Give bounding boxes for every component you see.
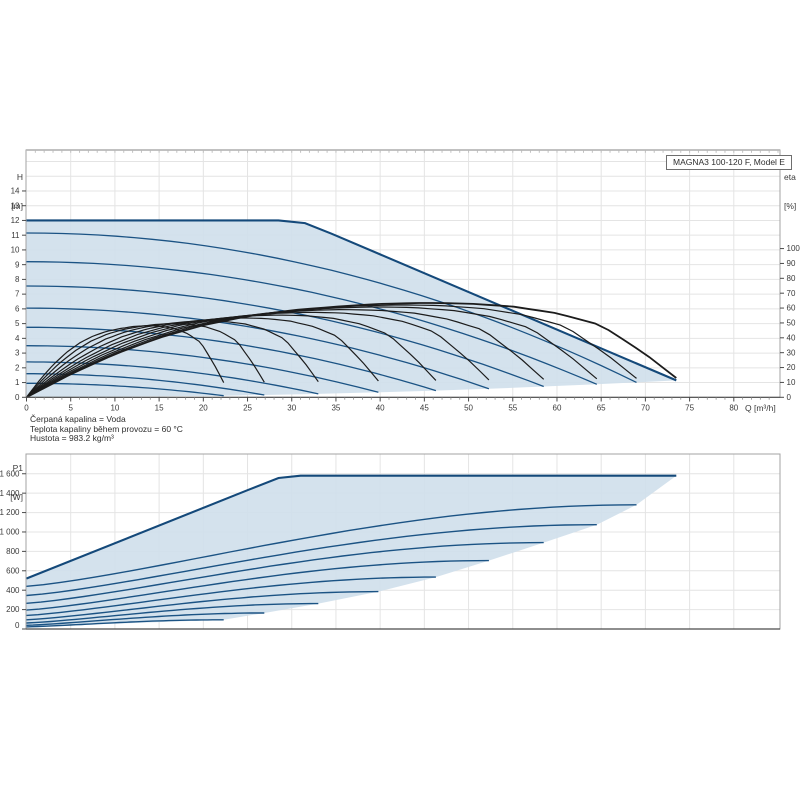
max-power-curve: [26, 474, 677, 580]
power-tick-label: 1 000: [0, 528, 20, 537]
head-tick-label: 10: [11, 246, 20, 255]
flow-tick-label: 25: [243, 404, 252, 413]
eta-tick-label: 50: [787, 319, 796, 328]
flow-tick-label: 30: [287, 404, 296, 413]
annotation-pumped-liquid: Čerpaná kapalina = Voda: [30, 414, 126, 424]
flow-tick-label: 5: [68, 404, 73, 413]
power-axis-title: P1 [W]: [2, 445, 23, 521]
efficiency-curve: [26, 323, 265, 398]
flow-tick-label: 70: [641, 404, 650, 413]
power-axis-title-line1: P1: [12, 463, 23, 473]
power-curve: [26, 541, 544, 604]
pump-speed-curve: [26, 307, 490, 390]
eta-tick-label: 10: [787, 378, 796, 387]
power-tick-label: 400: [6, 586, 20, 595]
head-axis-title-line2: [m]: [11, 200, 23, 211]
power-envelope-fill: [26, 475, 677, 627]
head-tick-label: 7: [15, 290, 20, 299]
head-tick-label: 3: [15, 349, 20, 358]
pump-speed-curve: [26, 261, 598, 385]
flow-tick-label: 35: [331, 404, 340, 413]
head-tick-label: 1: [15, 378, 20, 387]
flow-tick-label: 55: [508, 404, 517, 413]
eta-axis-title: eta [%]: [784, 154, 800, 230]
flow-tick-label: 0: [24, 404, 29, 413]
efficiency-curve: [26, 320, 319, 398]
flow-tick-label: 15: [155, 404, 164, 413]
head-tick-label: 2: [15, 363, 20, 372]
power-tick-label: 600: [6, 566, 20, 575]
power-curve: [26, 524, 597, 597]
pump-speed-curve: [26, 361, 319, 395]
flow-tick-label: 45: [420, 404, 429, 413]
power-tick-label: 1 200: [0, 508, 20, 517]
power-tick-label: 1 400: [0, 489, 20, 498]
flow-tick-label: 75: [685, 404, 694, 413]
head-tick-label: 9: [15, 260, 20, 269]
eta-tick-label: 100: [787, 244, 800, 253]
eta-tick-label: 0: [787, 393, 792, 402]
power-axis-title-line2: [W]: [10, 491, 23, 502]
head-tick-label: 0: [15, 393, 20, 402]
efficiency-curve: [26, 302, 677, 399]
eta-tick-label: 60: [787, 304, 796, 313]
pump-speed-curve: [26, 326, 437, 392]
power-curve: [26, 590, 379, 621]
pump-max-speed-curve: [26, 219, 677, 382]
power-tick-label: 0: [15, 621, 20, 630]
power-tick-label: 1 600: [0, 469, 20, 478]
pump-speed-curve: [26, 382, 224, 397]
power-tick-label: 800: [6, 547, 20, 556]
head-axis-title: H [m]: [2, 154, 23, 230]
power-curve: [26, 619, 224, 628]
eta-tick-label: 20: [787, 363, 796, 372]
pump-speed-curve: [26, 232, 637, 383]
flow-axis-title: Q [m³/h]: [745, 403, 776, 413]
power-curve: [26, 612, 265, 626]
eta-tick-label: 70: [787, 289, 796, 298]
pump-model-title-box: MAGNA3 100-120 F, Model E: [666, 155, 792, 170]
annotation-density: Hustota = 983.2 kg/m³: [30, 433, 114, 443]
pump-speed-curve: [26, 345, 379, 393]
eta-axis-title-line1: eta: [784, 172, 796, 182]
efficiency-curve: [26, 325, 225, 398]
power-curve: [26, 559, 489, 611]
head-tick-label: 6: [15, 304, 20, 313]
head-axis-title-line1: H: [16, 172, 23, 182]
flow-tick-label: 40: [376, 404, 385, 413]
head-tick-label: 4: [15, 334, 20, 343]
eta-tick-label: 40: [787, 333, 796, 342]
head-tick-label: 11: [11, 231, 20, 240]
power-curve: [26, 504, 637, 587]
head-tick-label: 13: [11, 201, 20, 210]
flow-tick-label: 10: [110, 404, 119, 413]
power-curve: [26, 576, 436, 617]
flow-tick-label: 60: [553, 404, 562, 413]
eta-tick-label: 30: [787, 348, 796, 357]
eta-tick-label: 90: [787, 259, 796, 268]
flow-tick-label: 50: [464, 404, 473, 413]
flow-tick-label: 65: [597, 404, 606, 413]
eta-axis-title-line2: [%]: [784, 200, 797, 211]
head-tick-label: 12: [11, 216, 20, 225]
flow-tick-label: 80: [729, 404, 738, 413]
power-tick-label: 200: [6, 605, 20, 614]
flow-tick-label: 20: [199, 404, 208, 413]
eta-tick-label: 80: [787, 274, 796, 283]
head-tick-label: 14: [11, 187, 20, 196]
head-tick-label: 5: [15, 319, 20, 328]
power-curve: [26, 602, 319, 624]
annotation-liquid-temperature: Teplota kapaliny během provozu = 60 °C: [30, 423, 183, 434]
head-tick-label: 8: [15, 275, 20, 284]
